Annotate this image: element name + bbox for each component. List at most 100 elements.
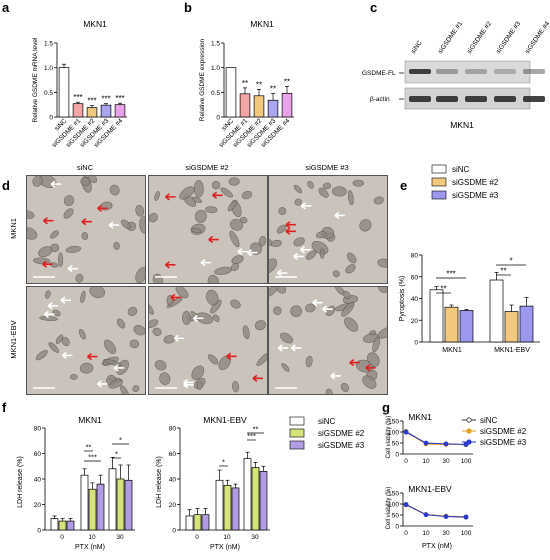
legend-marker xyxy=(466,428,472,434)
bar-30-siNC xyxy=(108,468,117,531)
axis-y-tick-label: 0 xyxy=(414,340,418,347)
x-tick-label: 30 xyxy=(251,534,259,541)
axis-y-tick-label: 40 xyxy=(411,296,419,303)
axis-y-tick-label: 0 xyxy=(49,115,53,122)
legend-marker xyxy=(466,417,472,423)
significance-label: ** xyxy=(256,80,262,89)
microscopy-image xyxy=(26,175,146,284)
axis-y-tick-label: 0 xyxy=(395,524,399,531)
bar-0-siGSDME #2 xyxy=(193,514,202,531)
panel-letter: c xyxy=(370,0,377,15)
panel-letter: f xyxy=(2,400,7,415)
axis-y-tick-label: 0 xyxy=(172,528,176,535)
axis-y-tick-label: 20 xyxy=(169,502,177,509)
bar-MKN1-EBV-siGSDME #3 xyxy=(519,305,534,343)
actin-band xyxy=(436,96,458,102)
axis-y-tick-label: 1.5 xyxy=(44,41,53,48)
actin-band xyxy=(494,96,516,102)
x-tick-label: 30 xyxy=(442,530,450,537)
axis-y-tick-label: 0 xyxy=(395,452,399,459)
axis-y-tick-label: 1.5 xyxy=(211,41,220,48)
bar-30-siGSDME #3 xyxy=(124,479,133,531)
data-point xyxy=(443,514,449,519)
data-point xyxy=(403,502,409,508)
data-point xyxy=(403,429,409,435)
y-axis-label: Relative GSDME expression xyxy=(199,38,206,121)
actin-band xyxy=(409,96,431,102)
bar-MKN1-siNC xyxy=(429,289,444,343)
significance-label: ** xyxy=(86,443,92,452)
gsdme-band xyxy=(465,69,487,74)
significance-label: *** xyxy=(247,432,256,441)
lane-label: siGSDME #2 xyxy=(466,20,494,55)
x-tick-label: 0 xyxy=(195,534,199,541)
significance-label: *** xyxy=(101,95,110,104)
y-axis-label: Relative GSDME mRNA level xyxy=(32,37,39,122)
bar-10-siNC xyxy=(80,474,89,531)
significance-label: * xyxy=(222,458,225,467)
legend-label: siNC xyxy=(452,165,470,174)
legend-swatch xyxy=(289,428,305,438)
bar-5 xyxy=(114,104,126,118)
bar-10-siNC xyxy=(215,479,224,531)
y-axis-label: Cell viability (%) xyxy=(386,487,392,530)
significance-label: ** xyxy=(242,79,248,88)
bar-0-siNC xyxy=(50,518,59,531)
gsdme-band xyxy=(409,69,431,74)
legend-label: siGSDME #3 xyxy=(318,441,365,450)
significance-label: * xyxy=(509,257,512,266)
actin-band xyxy=(465,96,487,102)
x-tick-label: 10 xyxy=(422,458,430,465)
bar-3 xyxy=(86,107,98,118)
x-tick-label: 10 xyxy=(88,534,96,541)
x-tick-label: 100 xyxy=(461,458,472,465)
bar-4 xyxy=(100,104,112,118)
x-tick-label: 0 xyxy=(404,458,408,465)
x-axis-label: PTX (nM) xyxy=(75,544,105,551)
data-point xyxy=(463,514,469,520)
y-axis-label: Cell viability (%) xyxy=(386,416,392,459)
column-label: siGSDME #2 xyxy=(185,163,228,172)
bar-30-siGSDME #3 xyxy=(259,471,268,531)
axis-y-tick-label: 20 xyxy=(411,318,419,325)
lane-label: siGSDME #4 xyxy=(524,20,550,55)
significance-label: ** xyxy=(440,285,446,294)
actin-band xyxy=(523,96,545,102)
row-label: MKN1 xyxy=(9,218,18,239)
gsdme-band xyxy=(494,69,516,74)
significance-label: ** xyxy=(270,84,276,93)
bar-MKN1-EBV-siNC xyxy=(489,279,504,343)
microscopy-image xyxy=(148,286,268,395)
legend-label: siGSDME #2 xyxy=(318,429,365,438)
x-tick-label: 30 xyxy=(442,458,450,465)
panel-title: MKN1 xyxy=(250,19,274,29)
bar-1 xyxy=(58,67,70,118)
bar-2 xyxy=(72,103,84,118)
bar-30-siNC xyxy=(243,458,252,531)
axis-y-tick-label: 80 xyxy=(411,253,419,260)
panel-letter: a xyxy=(2,0,10,15)
legend-label: siNC xyxy=(318,417,336,426)
bar-2 xyxy=(239,93,251,118)
axis-y-tick-label: 0 xyxy=(37,528,41,535)
axis-y-tick-label: 40 xyxy=(34,477,42,484)
legend-swatch xyxy=(431,164,447,174)
axis-y-tick-label: 50 xyxy=(392,513,400,520)
axis-y-tick-label: 1.0 xyxy=(211,65,220,72)
panel-title: MKN1 xyxy=(83,19,107,29)
data-point xyxy=(443,441,449,447)
microscopy-image xyxy=(26,286,146,395)
legend-swatch xyxy=(289,416,305,426)
axis-y-tick-label: 100 xyxy=(388,430,399,437)
axis-y-tick-label: 60 xyxy=(169,451,177,458)
x-axis-label: PTX (nM) xyxy=(422,543,452,550)
lane-label: siNC xyxy=(410,39,424,55)
axis-y-tick-label: 80 xyxy=(34,426,42,433)
panel-letter: d xyxy=(2,178,10,193)
bar-0-siGSDME #3 xyxy=(66,520,75,531)
axis-y-tick-label: 1.0 xyxy=(44,65,53,72)
band-label-gsdme: GSDME-FL xyxy=(362,70,396,77)
panel-title: MKN1-EBV xyxy=(408,484,452,494)
gsdme-band xyxy=(436,69,458,74)
